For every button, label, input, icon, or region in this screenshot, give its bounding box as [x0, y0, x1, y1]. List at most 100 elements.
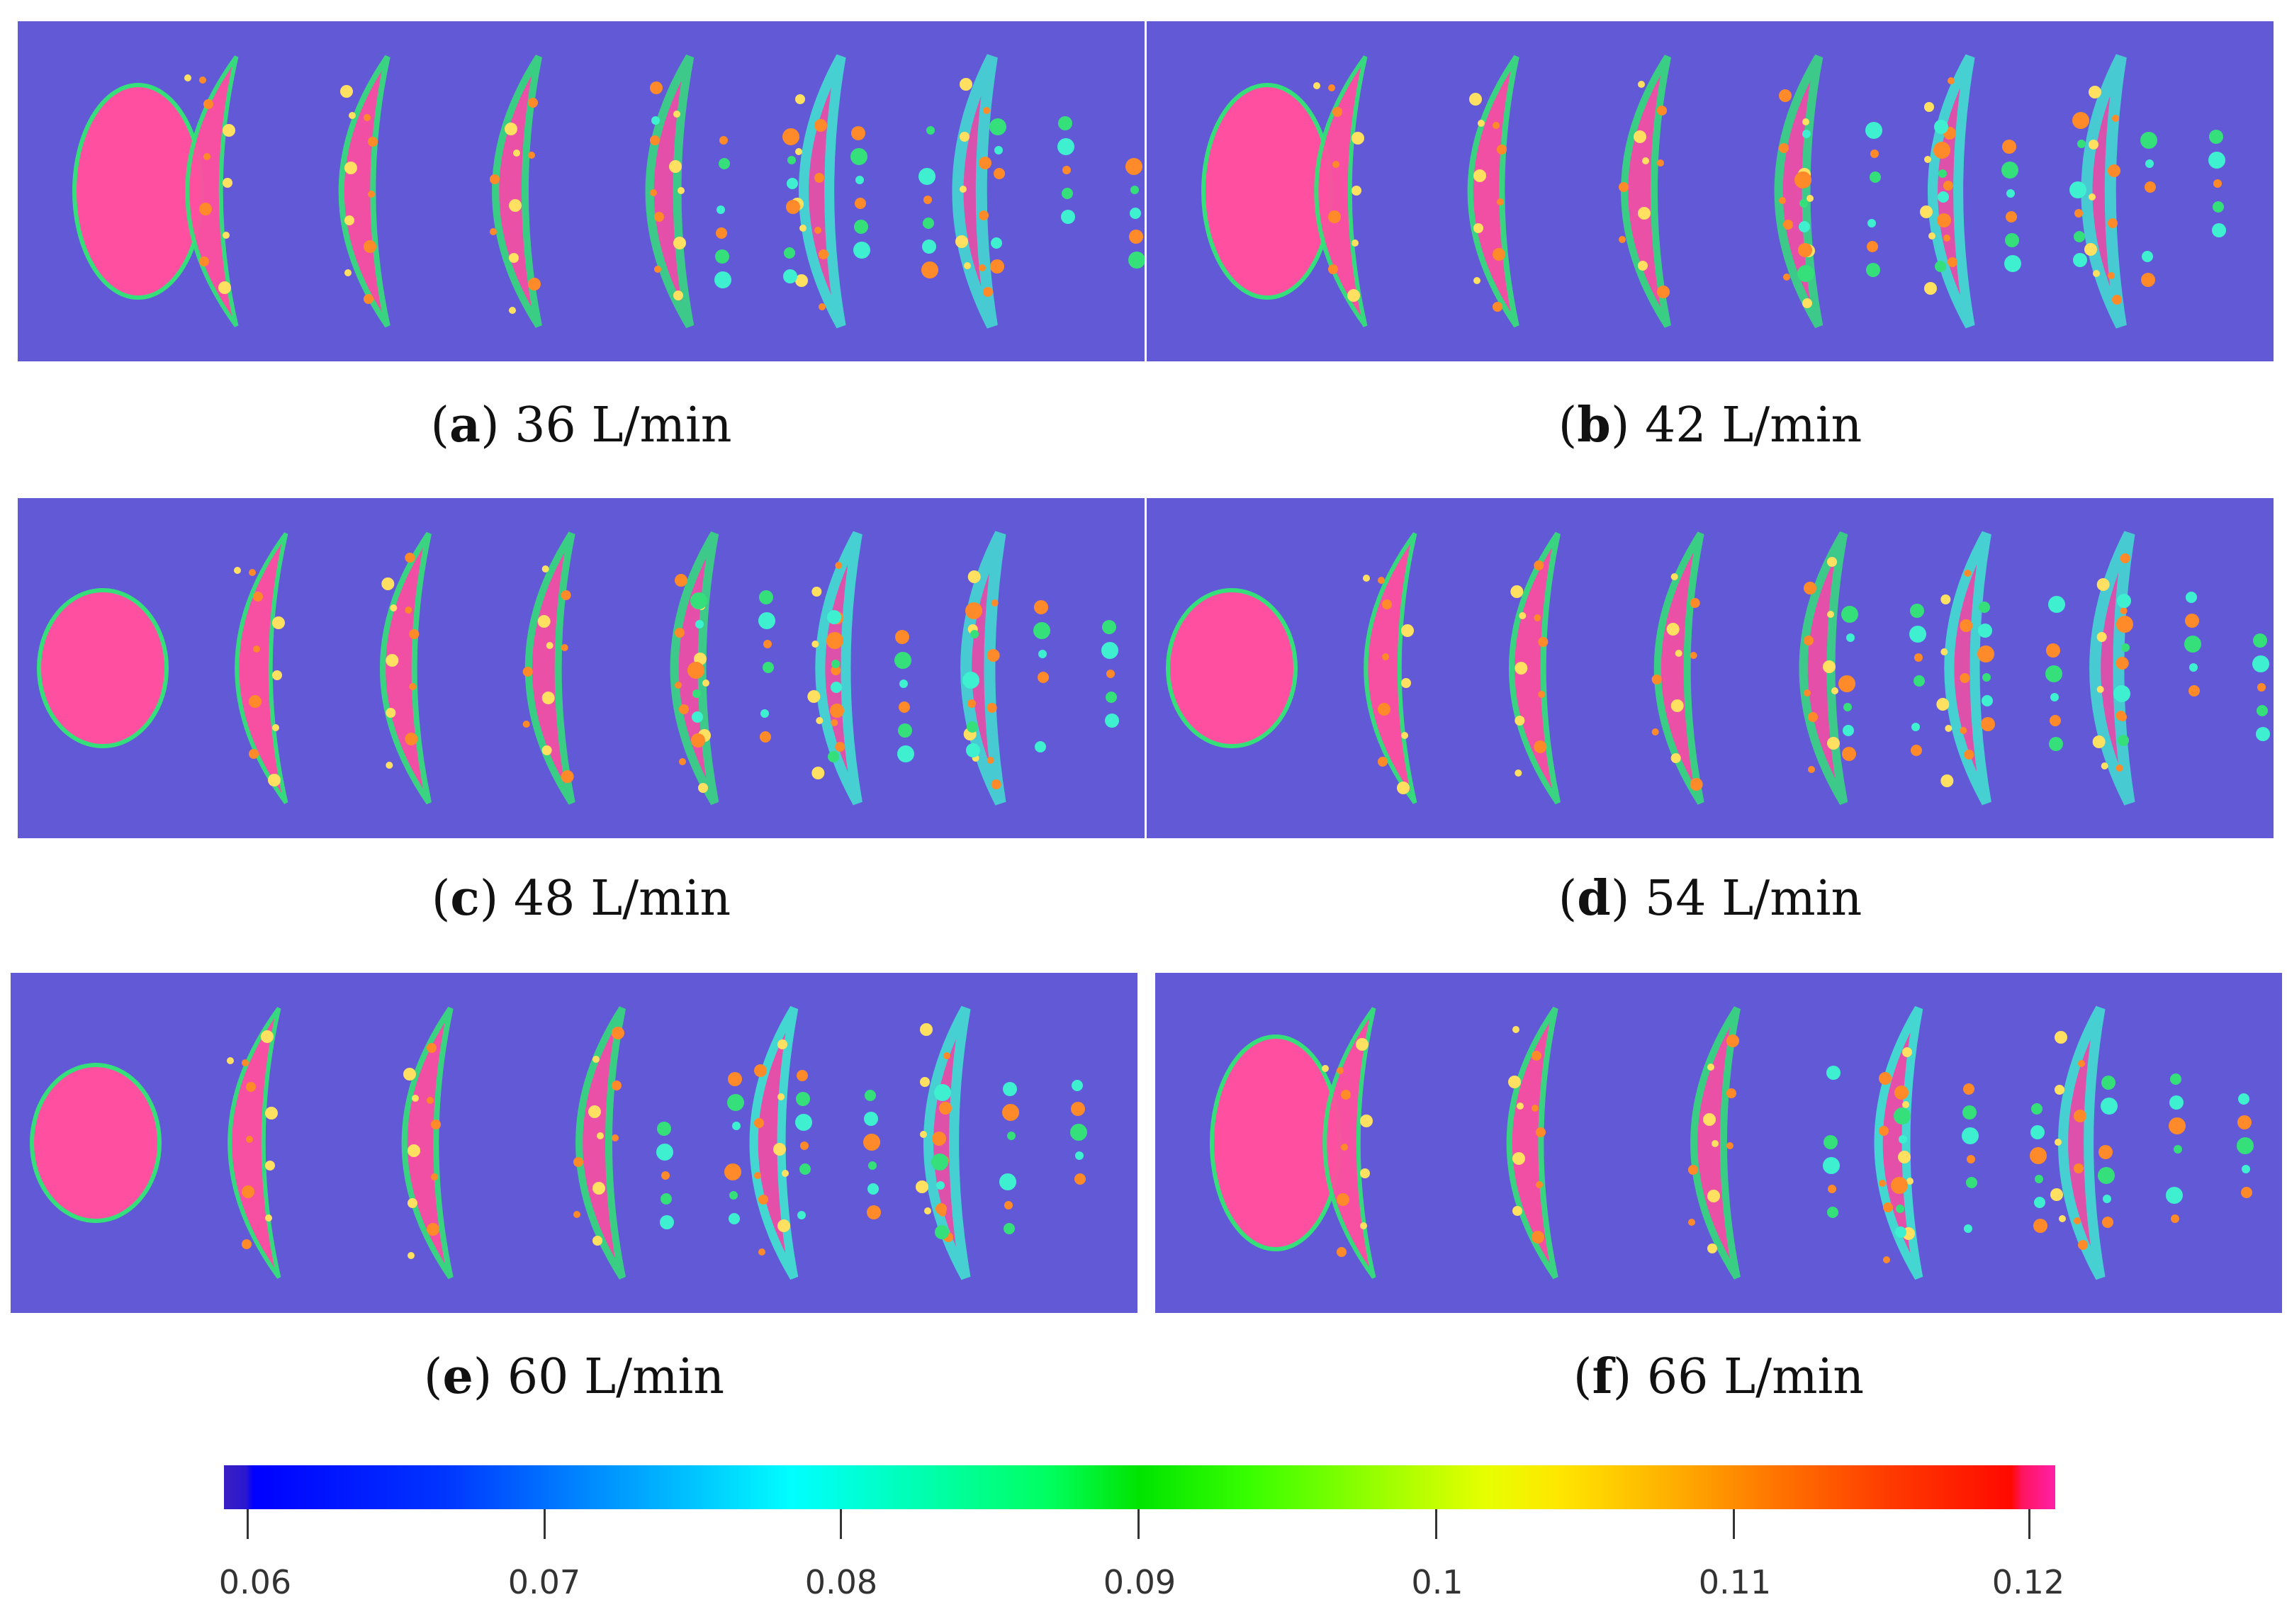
mixing-speckle — [828, 751, 839, 762]
mixing-speckle — [2049, 737, 2063, 751]
mixing-speckle — [967, 699, 976, 708]
speckle — [2096, 578, 2110, 591]
mixing-speckle — [2237, 1115, 2252, 1129]
mixing-speckle — [2101, 1098, 2118, 1115]
speckle — [409, 683, 417, 690]
speckle — [1940, 774, 1954, 787]
mixing-speckle — [2252, 655, 2269, 672]
colorbar-tick — [2028, 1509, 2030, 1539]
contour-plot-a — [72, 54, 1145, 329]
mixing-speckle — [1910, 604, 1924, 618]
speckle — [758, 1248, 765, 1256]
speckle — [1690, 652, 1697, 659]
mixing-speckle — [715, 249, 729, 264]
mixing-speckle — [2030, 1147, 2047, 1164]
speckle — [1802, 298, 1812, 308]
mixing-speckle — [2031, 1103, 2042, 1115]
contour-band — [524, 531, 575, 805]
speckle — [528, 152, 535, 159]
speckle — [1827, 737, 1840, 750]
caption-letter-f: f — [1592, 1348, 1613, 1405]
mixing-speckle — [1061, 210, 1075, 224]
speckle — [1332, 161, 1339, 168]
speckle — [1806, 195, 1814, 202]
speckle — [1726, 1142, 1733, 1149]
colorbar-tick-label: 0.06 — [218, 1563, 292, 1601]
speckle — [597, 1132, 604, 1139]
mixing-speckle — [1962, 1105, 1977, 1120]
speckle — [381, 577, 395, 590]
speckle — [1515, 716, 1525, 726]
mixing-speckle — [2185, 614, 2199, 628]
mixing-speckle — [2118, 713, 2127, 721]
mixing-speckle — [787, 156, 796, 164]
speckle — [979, 157, 991, 169]
contour-band — [1509, 531, 1561, 805]
mixing-speckle — [923, 218, 934, 229]
speckle — [340, 85, 353, 98]
speckle — [1964, 750, 1974, 760]
speckle — [2108, 164, 2120, 177]
speckle — [2055, 1085, 2064, 1095]
speckle — [218, 281, 231, 294]
mixing-speckle — [2113, 685, 2130, 702]
mixing-speckle — [2048, 596, 2065, 613]
speckle — [650, 189, 657, 196]
mixing-speckle — [2050, 715, 2061, 726]
mixing-speckle — [899, 701, 910, 713]
speckle — [2055, 1031, 2067, 1044]
contour-band — [227, 1007, 281, 1279]
mixing-speckle — [799, 1163, 811, 1175]
speckle — [2078, 1060, 2085, 1067]
speckle — [199, 256, 209, 266]
speckle — [1906, 1178, 1914, 1185]
mixing-speckle — [1899, 1135, 1907, 1144]
mixing-speckle — [1914, 653, 1923, 662]
mixing-speckle — [2140, 132, 2157, 149]
speckle — [2089, 193, 2096, 201]
speckle — [1690, 778, 1703, 791]
speckle — [1948, 77, 1955, 84]
speckle — [1879, 1126, 1889, 1136]
mixing-speckle — [831, 660, 840, 668]
speckle — [979, 210, 989, 220]
mixing-speckle — [2034, 1197, 2045, 1208]
mixing-speckle — [1004, 1223, 1015, 1234]
speckle — [1352, 186, 1361, 196]
speckle — [1657, 159, 1664, 167]
mixing-speckle — [2002, 140, 2016, 154]
speckle — [1363, 575, 1370, 582]
mixing-speckle — [795, 1114, 812, 1131]
speckle — [675, 628, 685, 638]
speckle — [2096, 632, 2107, 642]
speckle — [924, 1207, 931, 1214]
contour-band — [1314, 55, 1368, 327]
mixing-speckle — [1938, 169, 1947, 178]
mixing-speckle — [897, 745, 914, 762]
speckle — [265, 1214, 272, 1222]
speckle — [835, 742, 845, 752]
caption-e: (e) 60 L/min — [423, 1348, 725, 1405]
speckle — [1666, 623, 1680, 636]
speckle — [2112, 295, 2122, 305]
mixing-speckle — [1101, 642, 1118, 659]
speckle — [1827, 611, 1834, 618]
mixing-speckle — [1826, 1066, 1841, 1080]
speckle — [1534, 614, 1541, 621]
caption-label-e: 60 L/min — [507, 1349, 725, 1405]
speckle — [1638, 207, 1651, 220]
speckle — [814, 173, 824, 183]
speckle — [1726, 1034, 1739, 1047]
mixing-speckle — [865, 1090, 876, 1101]
leading-blob — [1201, 83, 1333, 300]
mixing-speckle — [1978, 624, 1992, 638]
speckle — [249, 569, 256, 576]
colorbar-tick-label: 0.08 — [804, 1563, 878, 1601]
mixing-speckle — [2184, 636, 2201, 653]
speckle — [546, 642, 554, 649]
speckle — [249, 749, 259, 759]
speckle — [1352, 239, 1359, 247]
speckle — [1657, 286, 1670, 298]
mixing-speckle — [2046, 643, 2060, 658]
mixing-speckle — [2074, 209, 2083, 218]
